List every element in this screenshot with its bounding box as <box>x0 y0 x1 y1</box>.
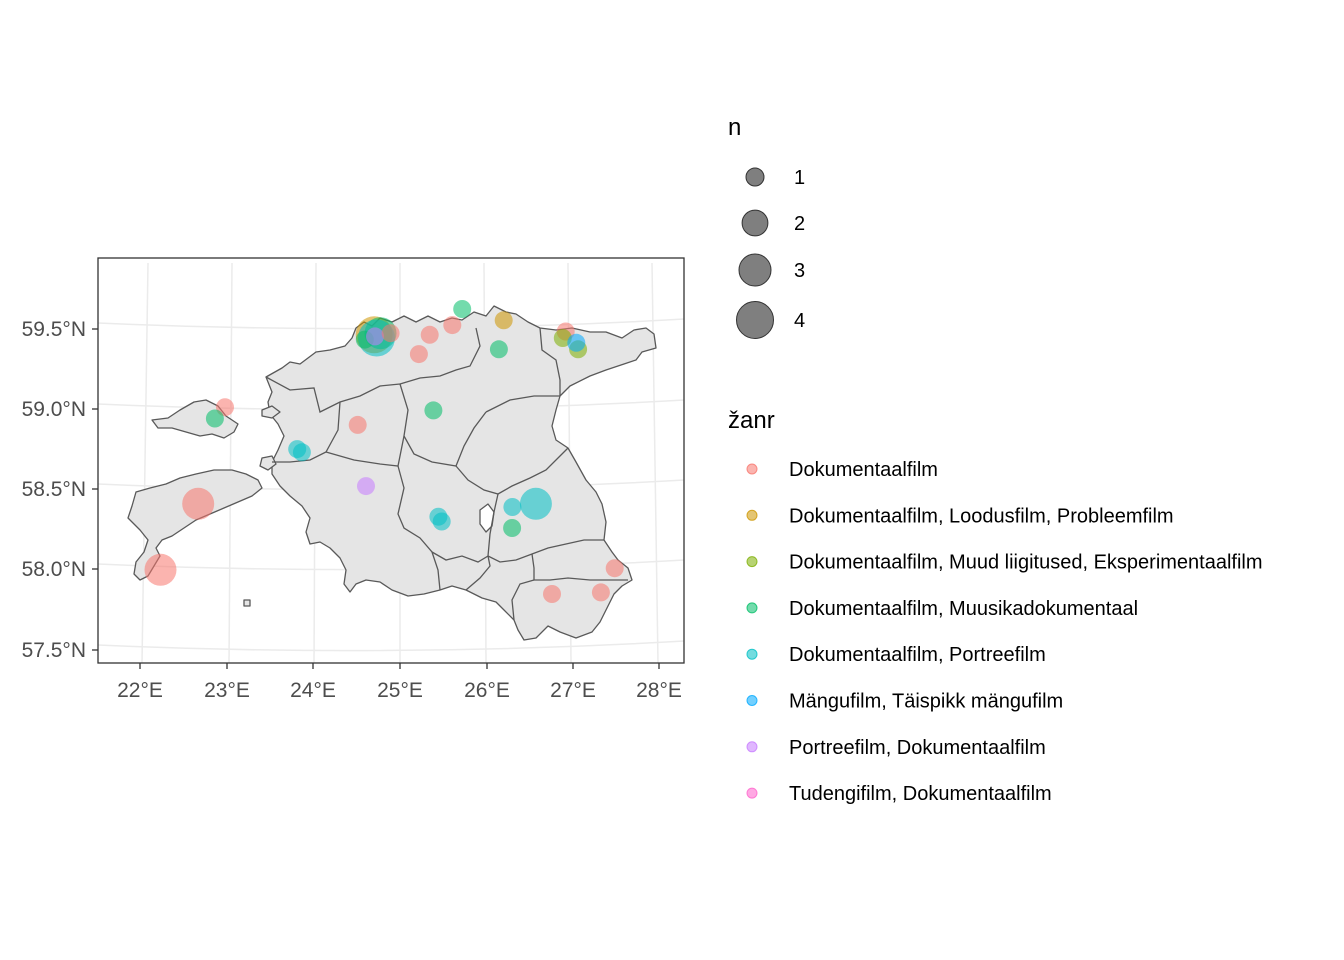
y-tick-label: 58.5°N <box>22 478 86 501</box>
size-legend-title: n <box>728 114 741 141</box>
size-legend-label: 2 <box>794 213 805 235</box>
size-legend-label: 1 <box>794 167 805 189</box>
color-legend-label: Dokumentaalfilm, Muud liigitused, Eksper… <box>789 552 1263 574</box>
color-legend-key <box>746 463 758 475</box>
y-tick-label: 59.5°N <box>22 318 86 341</box>
data-point <box>366 327 384 346</box>
data-point <box>489 340 508 359</box>
county-border <box>399 327 481 385</box>
data-point <box>494 311 513 330</box>
data-point <box>205 409 224 428</box>
county-border <box>399 383 487 467</box>
data-point <box>503 519 522 537</box>
map-panel <box>97 257 685 664</box>
size-legend-label: 3 <box>794 260 805 282</box>
vormsi-outline <box>261 405 281 419</box>
y-tick-label: 57.5°N <box>22 639 86 662</box>
data-point <box>432 512 451 531</box>
county-border <box>465 555 491 591</box>
county-border <box>265 376 401 413</box>
color-legend-key <box>746 602 758 614</box>
data-point <box>519 487 552 520</box>
color-legend-label: Dokumentaalfilm <box>789 459 938 481</box>
color-legend-key <box>746 509 758 521</box>
size-legend: n 1 2 3 4 <box>728 114 805 339</box>
data-point <box>567 333 586 352</box>
data-points <box>144 300 624 603</box>
color-legend-key <box>746 695 758 706</box>
y-tick-label: 58.0°N <box>22 558 86 581</box>
ruhnu-outline <box>243 599 251 607</box>
data-point <box>420 325 439 344</box>
color-legend-label: Dokumentaalfilm, Loodusfilm, Probleemfil… <box>789 505 1174 527</box>
county-border <box>431 493 499 563</box>
county-borders <box>265 327 628 621</box>
size-legend-key <box>736 301 774 339</box>
color-legend-key <box>746 648 758 660</box>
grid-line-57-5n <box>97 640 685 652</box>
size-legend-key <box>745 167 765 187</box>
estonia-land <box>127 305 657 641</box>
county-border <box>272 401 341 463</box>
county-border <box>531 553 628 581</box>
data-point <box>503 498 522 516</box>
data-point <box>381 324 400 343</box>
data-point <box>144 553 177 586</box>
size-legend-key <box>741 209 769 237</box>
data-point <box>409 345 428 364</box>
color-legend: žanr Dokumentaalfilm Dokumentaalfilm, Loo… <box>728 407 1263 805</box>
saaremaa-outline <box>127 469 263 581</box>
data-point <box>453 300 472 318</box>
data-point <box>292 443 311 462</box>
x-tick-label: 24°E <box>290 679 336 702</box>
county-border <box>397 465 441 591</box>
x-tick-label: 23°E <box>204 679 250 702</box>
x-tick-label: 25°E <box>377 679 423 702</box>
data-point <box>182 487 215 520</box>
county-border <box>539 327 561 396</box>
panel-border <box>97 257 685 664</box>
color-legend-label: Dokumentaalfilm, Muusikadokumentaal <box>789 598 1138 620</box>
county-border <box>325 435 405 467</box>
grid-line-28e <box>651 262 659 664</box>
data-point <box>357 477 375 496</box>
color-legend-key <box>746 787 758 799</box>
size-legend-key <box>738 253 772 287</box>
data-point <box>443 316 462 335</box>
color-legend-key <box>746 556 758 568</box>
axes: 22°E 23°E 24°E 25°E 26°E 27°E 28°E 57.5°N 58.0°N… <box>22 318 682 702</box>
data-point <box>605 559 624 578</box>
data-point <box>591 583 610 602</box>
size-legend-label: 4 <box>794 310 805 332</box>
data-point <box>553 329 572 347</box>
county-border <box>455 447 569 495</box>
color-legend-label: Dokumentaalfilm, Portreefilm <box>789 644 1046 666</box>
color-legend-title: žanr <box>728 407 775 434</box>
color-legend-label: Mängufilm, Täispikk mängufilm <box>789 691 1063 713</box>
y-tick-label: 59.0°N <box>22 398 86 421</box>
x-tick-label: 22°E <box>117 679 163 702</box>
color-legend-key <box>746 741 758 753</box>
county-border <box>485 395 560 413</box>
color-legend-label: Portreefilm, Dokumentaalfilm <box>789 737 1046 759</box>
muhu-outline <box>259 455 277 471</box>
data-point <box>424 401 443 420</box>
data-point <box>543 585 561 603</box>
grid-line-22e <box>141 262 149 664</box>
x-tick-label: 28°E <box>636 679 682 702</box>
x-tick-label: 27°E <box>550 679 596 702</box>
county-border <box>511 579 535 621</box>
data-point <box>348 415 367 434</box>
x-tick-label: 26°E <box>464 679 510 702</box>
grid-line-23e <box>228 262 233 664</box>
county-border <box>487 539 604 563</box>
color-legend-label: Tudengifilm, Dokumentaalfilm <box>789 783 1052 805</box>
